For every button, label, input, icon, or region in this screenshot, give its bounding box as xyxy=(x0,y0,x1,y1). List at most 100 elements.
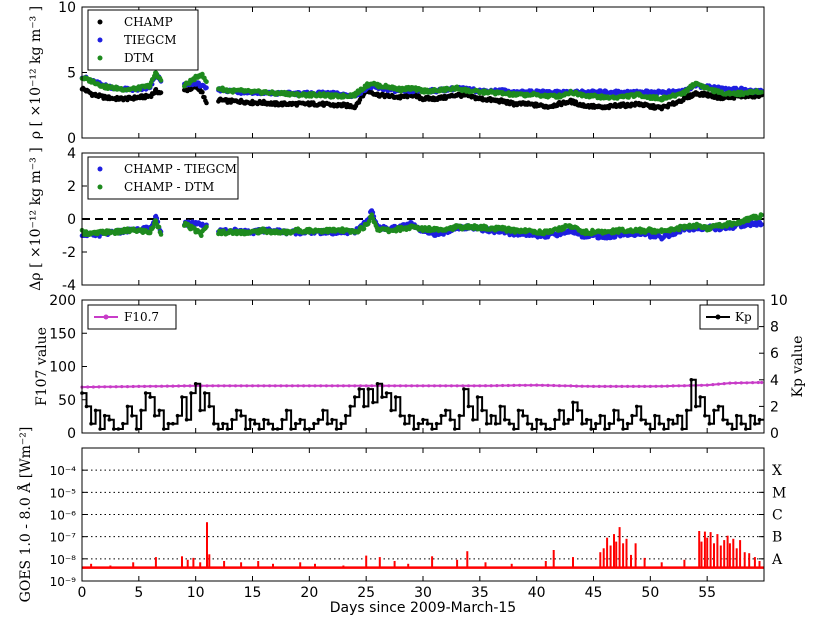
f107-point xyxy=(387,384,391,388)
f107-point xyxy=(393,384,397,388)
kp-point xyxy=(675,413,680,418)
kp-point xyxy=(330,417,334,422)
f107-point xyxy=(751,381,755,385)
f107-point xyxy=(449,384,453,388)
kp-point xyxy=(403,421,407,426)
f107-point xyxy=(142,384,147,388)
kp-point xyxy=(189,391,193,395)
f107-point xyxy=(574,384,579,388)
y-tick-label: 10⁻⁵ xyxy=(50,486,77,500)
kp-point xyxy=(130,413,134,418)
kp-point xyxy=(116,427,121,431)
kp-point xyxy=(512,427,516,431)
kp-point xyxy=(166,421,171,426)
x-tick-label: 30 xyxy=(414,585,432,601)
y-tick-label: 4 xyxy=(770,373,779,389)
kp-point xyxy=(266,421,271,426)
y-tick-label: 200 xyxy=(49,293,76,309)
kp-point xyxy=(284,408,289,413)
kp-point xyxy=(262,417,266,422)
f107-point xyxy=(665,384,670,388)
legend-box xyxy=(87,156,239,200)
f107-point xyxy=(211,384,215,388)
f107-point xyxy=(415,384,419,388)
kp-point xyxy=(353,395,357,399)
legend-marker xyxy=(103,314,109,320)
f107-point xyxy=(745,381,749,385)
f107-point xyxy=(364,384,368,388)
kp-point xyxy=(607,421,612,426)
f107-point xyxy=(427,384,431,388)
kp-point xyxy=(544,427,548,431)
kp-point xyxy=(744,427,748,431)
flare-class-grid xyxy=(82,469,764,560)
legend-label: Kp xyxy=(735,310,752,324)
y-tick-label: 6 xyxy=(770,346,779,362)
f107-point xyxy=(222,384,226,388)
kp-point xyxy=(439,413,444,418)
f107-point xyxy=(677,384,681,388)
indices-frame xyxy=(81,299,765,434)
kp-point xyxy=(698,395,703,399)
kp-point xyxy=(594,421,598,426)
data-point xyxy=(361,226,367,231)
kp-point xyxy=(93,408,98,413)
kp-point xyxy=(98,427,102,431)
kp-point xyxy=(630,413,634,418)
legend-label: DTM xyxy=(124,51,154,65)
kp-point xyxy=(84,404,89,409)
f107-point xyxy=(614,384,618,388)
f107-point xyxy=(432,384,436,388)
legend-label: TIEGCM xyxy=(124,33,177,47)
density-points xyxy=(79,70,764,112)
kp-point xyxy=(471,417,475,422)
kp-point xyxy=(434,421,439,426)
kp-point xyxy=(448,417,453,422)
flare-class-label: X xyxy=(772,463,782,479)
kp-point xyxy=(212,421,216,426)
kp-point xyxy=(584,417,589,422)
f107-point xyxy=(245,384,249,388)
kp-point xyxy=(271,427,275,431)
f107-point xyxy=(307,384,311,388)
f107-point xyxy=(586,384,590,388)
kp-point xyxy=(721,417,725,422)
kp-point xyxy=(107,417,112,422)
kp-point xyxy=(634,404,639,409)
kp-point xyxy=(644,421,648,426)
f107-point xyxy=(711,383,715,387)
kp-point xyxy=(152,413,157,418)
kp-y-ticks: 0 2 4 6 8 10 xyxy=(759,293,788,442)
f107-point xyxy=(739,381,743,385)
y-tick-label: 0 xyxy=(67,212,76,228)
kp-point xyxy=(453,427,457,431)
f107-point xyxy=(637,384,641,388)
f107-point xyxy=(353,384,357,388)
kp-point xyxy=(207,404,212,409)
difference-y-ticks: -4 -2 0 2 4 xyxy=(62,146,87,294)
f107-point xyxy=(205,384,209,388)
f107-point xyxy=(148,384,152,388)
y-tick-label: 8 xyxy=(770,320,779,336)
kp-point xyxy=(712,408,716,413)
flare-class-label: A xyxy=(771,552,783,568)
data-point xyxy=(759,212,764,218)
goes-flux-bars xyxy=(82,522,764,569)
f107-point xyxy=(86,385,90,389)
f107-point xyxy=(250,384,255,388)
f107-point xyxy=(603,384,607,388)
kp-point xyxy=(671,421,675,426)
x-tick-label: 20 xyxy=(300,585,318,601)
f107-point xyxy=(580,384,584,388)
goes-y-ticks: 10⁻⁹ 10⁻⁸ 10⁻⁷ 10⁻⁶ 10⁻⁵ 10⁻⁴ xyxy=(50,464,764,589)
y-tick-label: 2 xyxy=(67,179,76,195)
density-legend: CHAMP TIEGCM DTM xyxy=(87,9,199,71)
x-axis-label: Days since 2009-March-15 xyxy=(330,600,516,616)
kp-point xyxy=(480,408,484,413)
kp-point xyxy=(316,417,321,422)
kp-point xyxy=(443,408,448,413)
y-tick-label: 10⁻⁸ xyxy=(50,553,77,567)
f107-point xyxy=(216,384,220,388)
f107-point xyxy=(620,384,624,388)
kp-point xyxy=(230,417,234,422)
